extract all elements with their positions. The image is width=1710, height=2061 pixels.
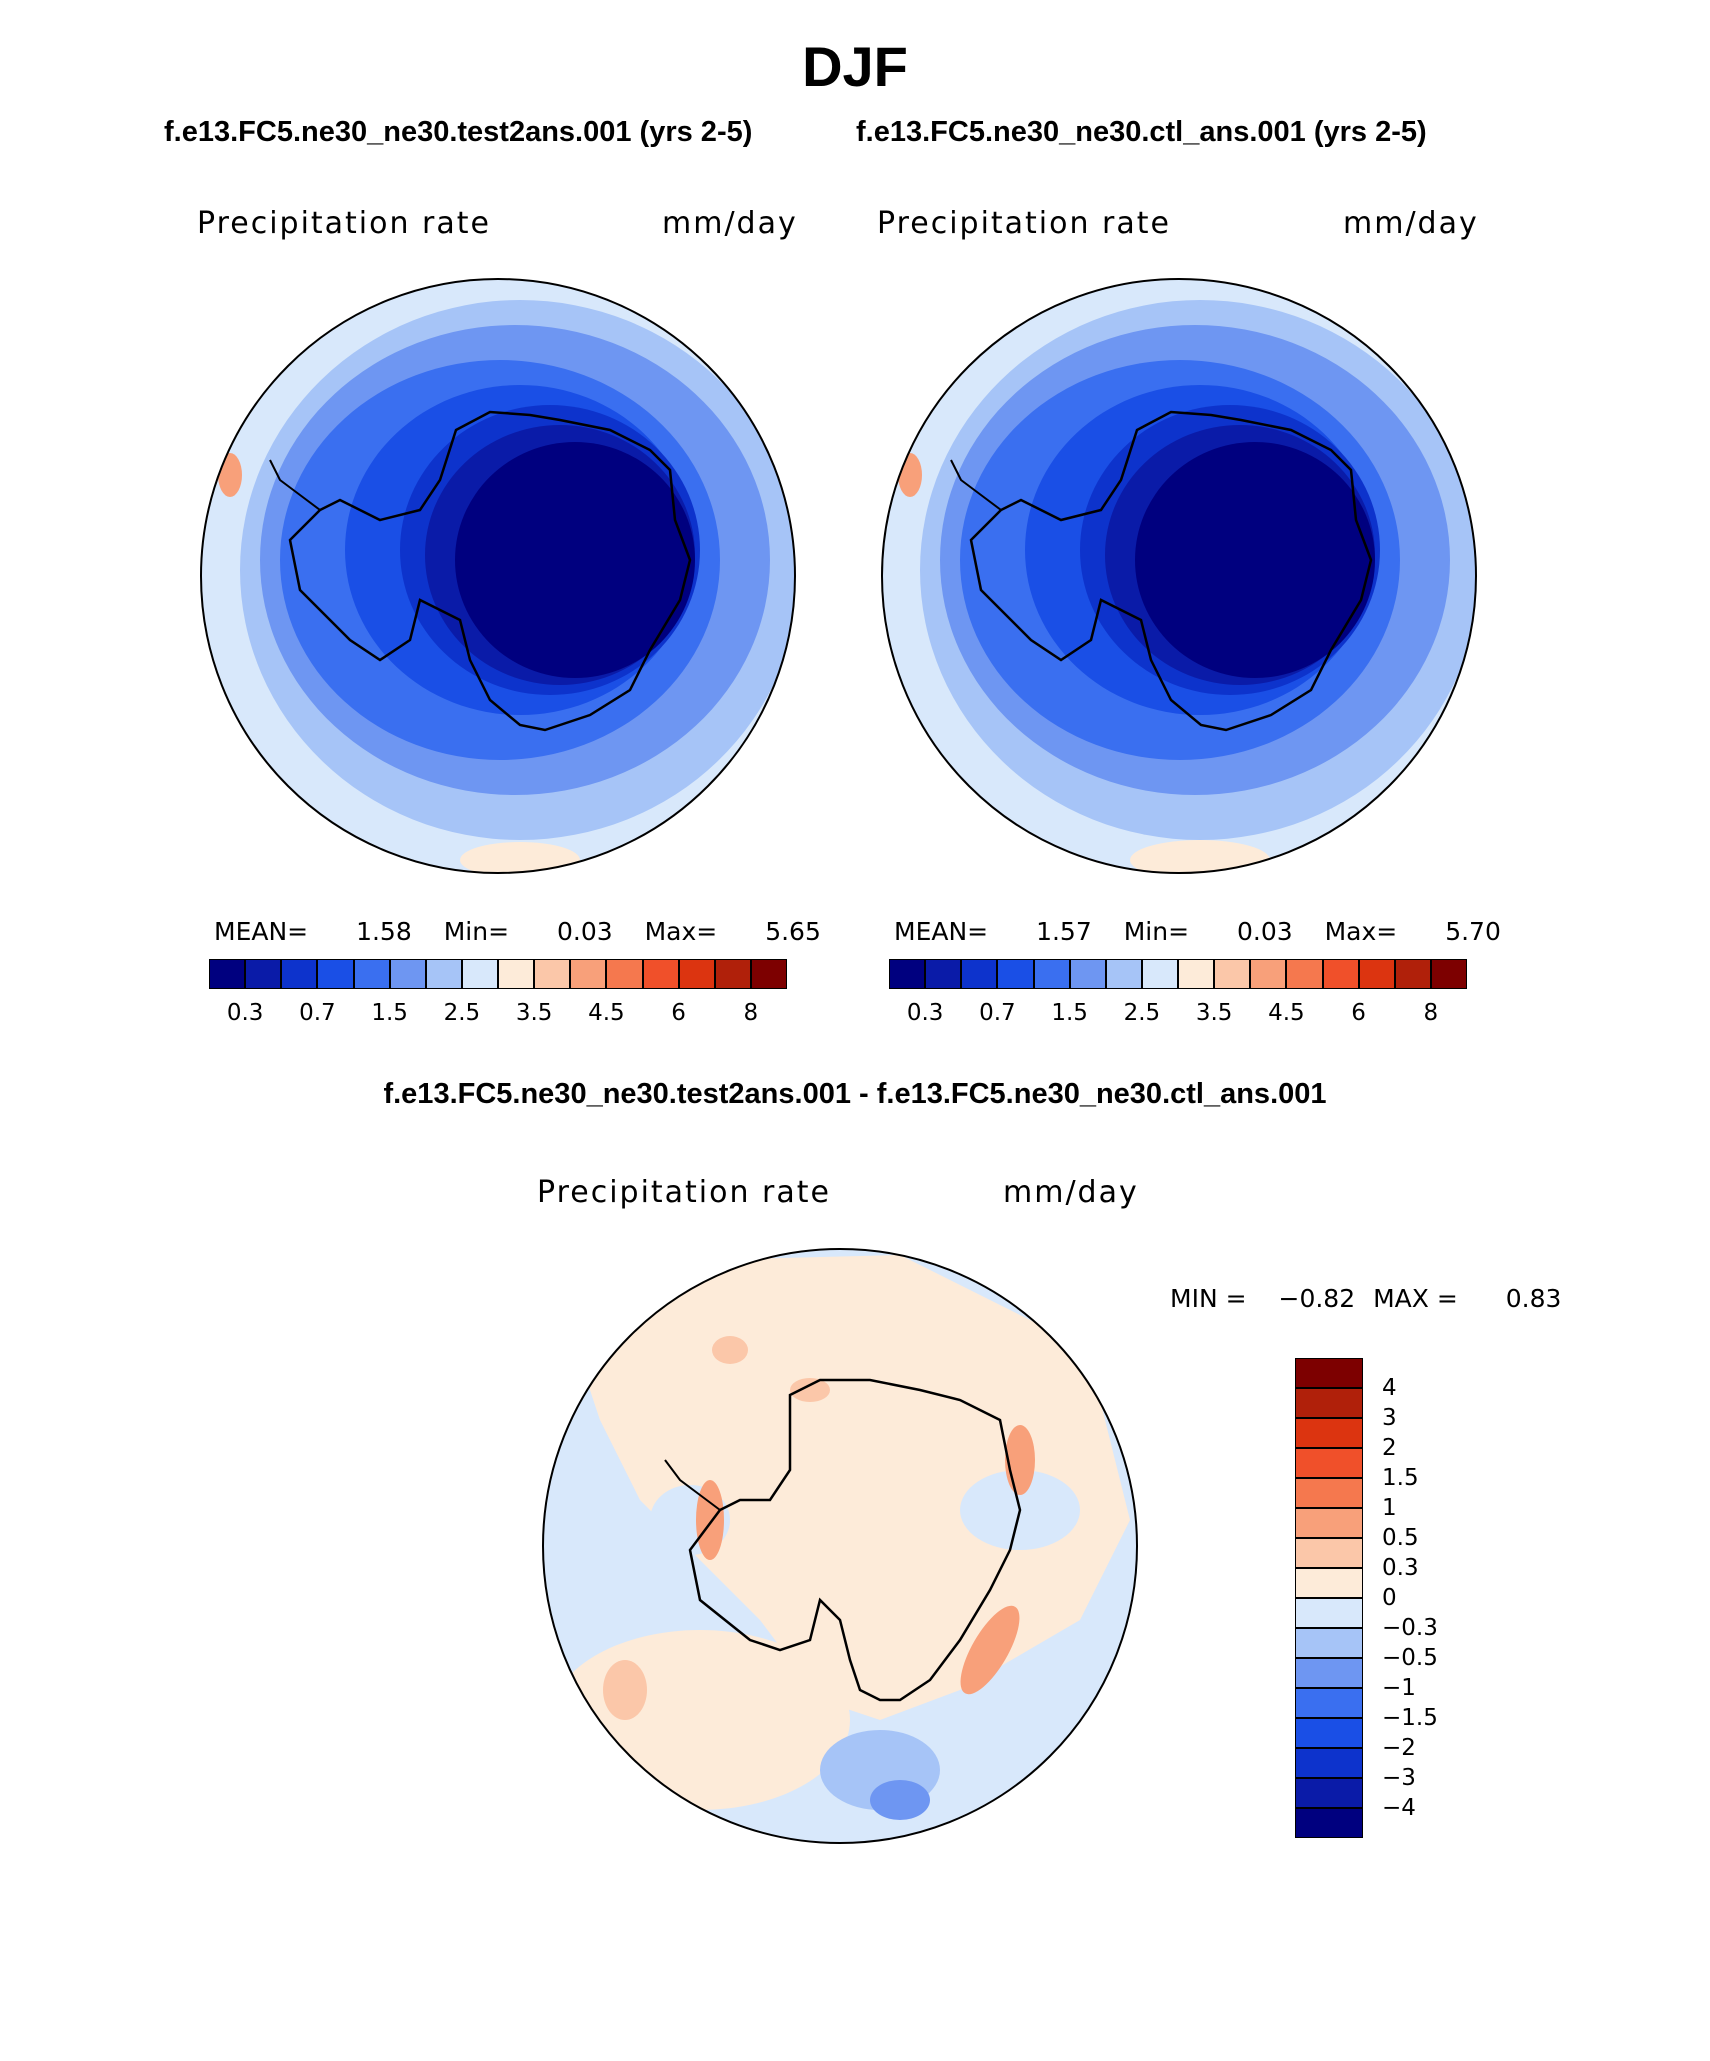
colorbar-difference-tick-label: −0.5 (1382, 1645, 1438, 1671)
colorbar-difference-swatch (1295, 1478, 1363, 1508)
colorbar-difference-tick-label: −1.5 (1382, 1705, 1438, 1731)
colorbar-difference-tick-label: 0 (1382, 1585, 1397, 1611)
colorbar-control-swatch (1141, 959, 1178, 989)
colorbar-control-swatch (1250, 959, 1287, 989)
colorbar-difference-swatch (1295, 1748, 1363, 1778)
colorbar-control-swatch (889, 959, 926, 989)
colorbar-test-swatch (642, 959, 679, 989)
colorbar-control-swatch (1394, 959, 1431, 989)
colorbar-difference-swatch (1295, 1418, 1363, 1448)
colorbar-control-swatch (961, 959, 998, 989)
difference-title: f.e13.FC5.ne30_ne30.test2ans.001 - f.e13… (383, 1078, 1327, 1110)
colorbar-test-swatch (714, 959, 751, 989)
colorbar-control-ticks: 0.3 0.7 1.5 2.5 3.5 4.5 6 8 (889, 1000, 1467, 1030)
colorbar-control-tick-label: 1.5 (1051, 1000, 1088, 1026)
colorbar-difference-tick-label: −0.3 (1382, 1615, 1438, 1641)
colorbar-difference-tick-label: −3 (1382, 1765, 1416, 1791)
colorbar-test-swatch (353, 959, 390, 989)
colorbar-test-tick-label: 2.5 (443, 1000, 481, 1026)
colorbar-difference-ticks: 4 3 2 1.5 1 0.5 0.3 0 −0.3 −0.5 −1 −1.5 −2 −3 −4 (1382, 1358, 1462, 1838)
colorbar-difference-tick-label: 2 (1382, 1435, 1397, 1461)
colorbar-difference-swatch (1295, 1508, 1363, 1538)
colorbar-difference (1295, 1358, 1363, 1838)
colorbar-difference-swatch (1295, 1778, 1363, 1808)
colorbar-test-swatch (750, 959, 787, 989)
colorbar-control-swatch (1069, 959, 1106, 989)
colorbar-control-tick-label: 6 (1351, 1000, 1366, 1026)
colorbar-test-swatch (317, 959, 354, 989)
panel1-units-label: mm/day (662, 206, 798, 241)
diff-variable-label: Precipitation rate (537, 1175, 831, 1210)
panel2-variable-label: Precipitation rate (877, 206, 1171, 241)
colorbar-difference-swatch (1295, 1538, 1363, 1568)
colorbar-difference-swatch (1295, 1568, 1363, 1598)
colorbar-control-tick-label: 0.3 (906, 1000, 944, 1026)
main-title: DJF (802, 35, 908, 98)
test-case-title: f.e13.FC5.ne30_ne30.test2ans.001 (yrs 2-… (164, 116, 753, 148)
antarctica-coastline (288, 410, 692, 732)
colorbar-control (889, 959, 1467, 989)
colorbar-control-swatch (1358, 959, 1395, 989)
colorbar-difference-tick-label: 1.5 (1382, 1465, 1419, 1491)
colorbar-test-tick-label: 8 (743, 1000, 759, 1026)
colorbar-difference-tick-label: −1 (1382, 1675, 1416, 1701)
colorbar-control-swatch (1430, 959, 1467, 989)
colorbar-difference-tick-label: −2 (1382, 1735, 1416, 1761)
colorbar-difference-swatch (1295, 1808, 1363, 1838)
colorbar-test-tick-label: 4.5 (588, 1000, 625, 1026)
colorbar-difference-swatch (1295, 1388, 1363, 1418)
panel2-stats: MEAN= 1.57 Min= 0.03 Max= 5.70 (894, 917, 1501, 946)
colorbar-control-tick-label: 4.5 (1268, 1000, 1305, 1026)
colorbar-test-tick-label: 1.5 (371, 1000, 408, 1026)
panel2-units-label: mm/day (1343, 206, 1479, 241)
colorbar-difference-swatch (1295, 1688, 1363, 1718)
colorbar-control-tick-label: 0.7 (979, 1000, 1016, 1026)
diff-stats: MIN = −0.82 MAX = 0.83 (1170, 1284, 1562, 1313)
colorbar-test-swatch (570, 959, 607, 989)
colorbar-control-tick-label: 8 (1423, 1000, 1439, 1026)
colorbar-test-swatch (498, 959, 535, 989)
colorbar-test-tick-label: 6 (671, 1000, 686, 1026)
colorbar-test-swatch (534, 959, 571, 989)
colorbar-control-swatch (1178, 959, 1215, 989)
control-case-title: f.e13.FC5.ne30_ne30.ctl_ans.001 (yrs 2-5… (856, 116, 1427, 148)
diff-units-label: mm/day (1003, 1175, 1139, 1210)
colorbar-test-tick-label: 3.5 (515, 1000, 553, 1026)
colorbar-test-swatch (209, 959, 246, 989)
colorbar-control-tick-label: 3.5 (1195, 1000, 1233, 1026)
colorbar-difference-swatch (1295, 1598, 1363, 1628)
colorbar-control-swatch (1322, 959, 1359, 989)
panel1-stats: MEAN= 1.58 Min= 0.03 Max= 5.65 (214, 917, 821, 946)
colorbar-control-swatch (997, 959, 1034, 989)
colorbar-control-swatch (1214, 959, 1251, 989)
colorbar-test-swatch (281, 959, 318, 989)
colorbar-test-swatch (389, 959, 426, 989)
colorbar-control-swatch (925, 959, 962, 989)
colorbar-test-swatch (606, 959, 643, 989)
colorbar-difference-tick-label: 3 (1382, 1405, 1397, 1431)
colorbar-difference-tick-label: 0.3 (1382, 1555, 1419, 1581)
colorbar-test-swatch (245, 959, 282, 989)
colorbar-difference-tick-label: 4 (1382, 1375, 1397, 1401)
colorbar-difference-tick-label: 1 (1382, 1495, 1397, 1521)
colorbar-control-swatch (1286, 959, 1323, 989)
colorbar-difference-swatch (1295, 1718, 1363, 1748)
colorbar-difference-swatch (1295, 1628, 1363, 1658)
colorbar-difference-tick-label: 0.5 (1382, 1525, 1419, 1551)
colorbar-difference-tick-label: −4 (1382, 1795, 1416, 1821)
colorbar-test-swatch (425, 959, 462, 989)
colorbar-test (209, 959, 787, 989)
colorbar-test-tick-label: 0.7 (299, 1000, 336, 1026)
colorbar-difference-swatch (1295, 1658, 1363, 1688)
colorbar-test-ticks: 0.3 0.7 1.5 2.5 3.5 4.5 6 8 (209, 1000, 787, 1030)
colorbar-control-swatch (1105, 959, 1142, 989)
colorbar-difference-swatch (1295, 1358, 1363, 1388)
colorbar-control-tick-label: 2.5 (1123, 1000, 1161, 1026)
colorbar-difference-swatch (1295, 1448, 1363, 1478)
colorbar-test-swatch (678, 959, 715, 989)
colorbar-control-swatch (1033, 959, 1070, 989)
colorbar-test-swatch (461, 959, 498, 989)
colorbar-test-tick-label: 0.3 (226, 1000, 264, 1026)
panel1-variable-label: Precipitation rate (197, 206, 491, 241)
